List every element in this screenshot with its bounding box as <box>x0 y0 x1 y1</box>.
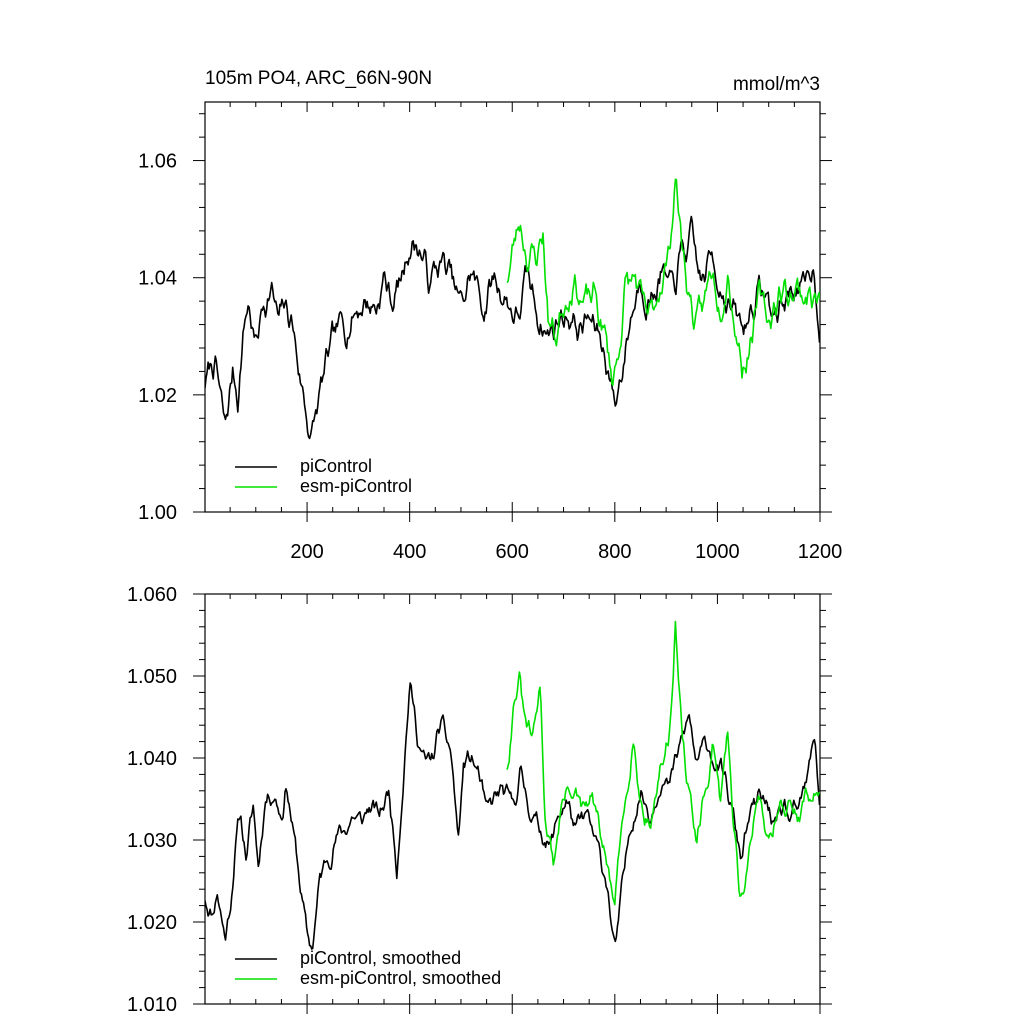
legend-label: esm-piControl <box>300 476 412 496</box>
y-tick-label: 1.020 <box>127 912 177 934</box>
legend-label: piControl, smoothed <box>300 948 461 968</box>
chart-title: 105m PO4, ARC_66N-90N <box>205 68 432 89</box>
x-tick-label: 1200 <box>798 541 843 563</box>
bottom-panel: 1.010 1.020 1.030 1.040 1.050 1.060 piControl,… <box>127 584 832 1016</box>
chart-units: mmol/m^3 <box>733 74 820 95</box>
y-tick-label: 1.02 <box>138 385 177 407</box>
x-tick-label: 600 <box>496 541 529 563</box>
series-line-esm-picontrol <box>506 178 820 386</box>
series-line-esm-picontrol-smoothed <box>506 620 820 906</box>
y-tick-label: 1.060 <box>127 584 177 606</box>
y-tick-label: 1.06 <box>138 151 177 173</box>
legend-label: piControl <box>300 456 372 476</box>
legend-label: esm-piControl, smoothed <box>300 968 501 988</box>
x-tick-label: 400 <box>393 541 426 563</box>
y-tick-label: 1.00 <box>138 502 177 524</box>
series-line-picontrol <box>205 215 820 440</box>
y-tick-label: 1.010 <box>127 994 177 1016</box>
y-tick-label: 1.04 <box>138 268 177 290</box>
x-tick-label: 200 <box>290 541 323 563</box>
x-tick-label: 1000 <box>695 541 740 563</box>
y-tick-label: 1.050 <box>127 666 177 688</box>
series-line-picontrol-smoothed <box>205 682 820 950</box>
top-panel: 200 400 600 800 1000 1200 1.00 1.02 1.04 1.06 105m… <box>138 68 842 563</box>
y-tick-label: 1.030 <box>127 830 177 852</box>
y-tick-label: 1.040 <box>127 748 177 770</box>
x-tick-label: 800 <box>598 541 631 563</box>
